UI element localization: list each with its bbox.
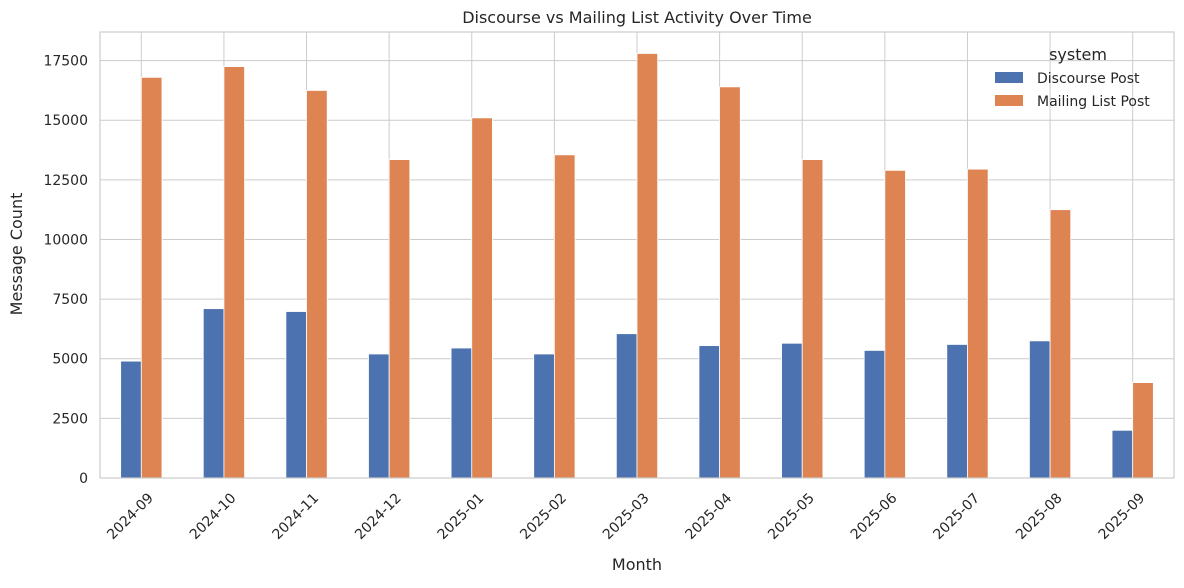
bar-discourse-post — [285, 311, 307, 479]
x-tick-label: 2024-10 — [187, 490, 240, 543]
legend-swatch — [995, 95, 1023, 106]
x-tick-label: 2025-04 — [683, 490, 736, 543]
legend-title: system — [1049, 45, 1107, 64]
x-tick-label: 2024-11 — [269, 490, 322, 543]
bar-mailing-list-post — [719, 86, 741, 479]
y-tick-label: 5000 — [52, 352, 88, 368]
x-tick-label: 2025-02 — [517, 490, 570, 543]
bar-mailing-list-post — [636, 53, 659, 479]
plot-frame — [99, 31, 1175, 479]
x-axis-title: Month — [612, 555, 662, 574]
y-tick-label: 7500 — [52, 292, 88, 308]
bar-discourse-post — [1029, 340, 1051, 479]
bar-mailing-list-post — [801, 159, 824, 479]
bar-mailing-list-post — [306, 90, 328, 479]
y-axis-title: Message Count — [7, 193, 26, 316]
bar-mailing-list-post — [223, 66, 245, 479]
x-tick-label: 2025-05 — [765, 490, 818, 543]
x-tick-label: 2025-01 — [435, 490, 488, 543]
x-tick-label: 2025-07 — [930, 490, 983, 543]
bar-discourse-post — [781, 342, 803, 479]
legend-label: Discourse Post — [1037, 71, 1140, 87]
bar-discourse-post — [863, 350, 886, 479]
chart-title: Discourse vs Mailing List Activity Over … — [462, 8, 812, 27]
bar-discourse-post — [202, 308, 225, 479]
bar-mailing-list-post — [553, 154, 576, 479]
bar-discourse-post — [120, 360, 142, 479]
bar-discourse-post — [1111, 429, 1134, 479]
bar-mailing-list-post — [388, 159, 411, 479]
bar-discourse-post — [946, 344, 968, 479]
bar-mailing-list-post — [1049, 209, 1072, 479]
bar-discourse-post — [450, 347, 473, 479]
x-tick-label: 2025-08 — [1013, 490, 1066, 543]
x-tick-label: 2025-09 — [1096, 490, 1149, 543]
bar-mailing-list-post — [967, 168, 989, 479]
x-tick-label: 2024-09 — [104, 490, 157, 543]
y-tick-label: 15000 — [43, 113, 88, 129]
bar-mailing-list-post — [884, 169, 906, 479]
y-tick-label: 10000 — [43, 232, 88, 248]
legend-swatch — [995, 72, 1023, 83]
bar-discourse-post — [533, 353, 555, 479]
bar-mailing-list-post — [471, 117, 493, 479]
bar-mailing-list-post — [140, 76, 163, 479]
bar-mailing-list-post — [1132, 382, 1154, 479]
x-tick-label: 2024-12 — [352, 490, 405, 543]
plot-area: 0 2500 5000 7500 10000 12500 15000 17500 2024-09… — [43, 31, 1175, 543]
y-tick-label: 0 — [79, 471, 88, 487]
legend: system Discourse Post Mailing List Post — [995, 45, 1150, 110]
legend-label: Mailing List Post — [1037, 94, 1150, 110]
y-tick-label: 17500 — [43, 54, 88, 70]
bar-discourse-post — [698, 345, 721, 479]
y-tick-label: 12500 — [43, 173, 88, 189]
y-tick-label: 2500 — [52, 411, 88, 427]
x-tick-label: 2025-06 — [848, 490, 901, 543]
x-tick-label: 2025-03 — [600, 490, 653, 543]
bar-discourse-post — [615, 333, 638, 479]
bar-discourse-post — [368, 353, 390, 479]
